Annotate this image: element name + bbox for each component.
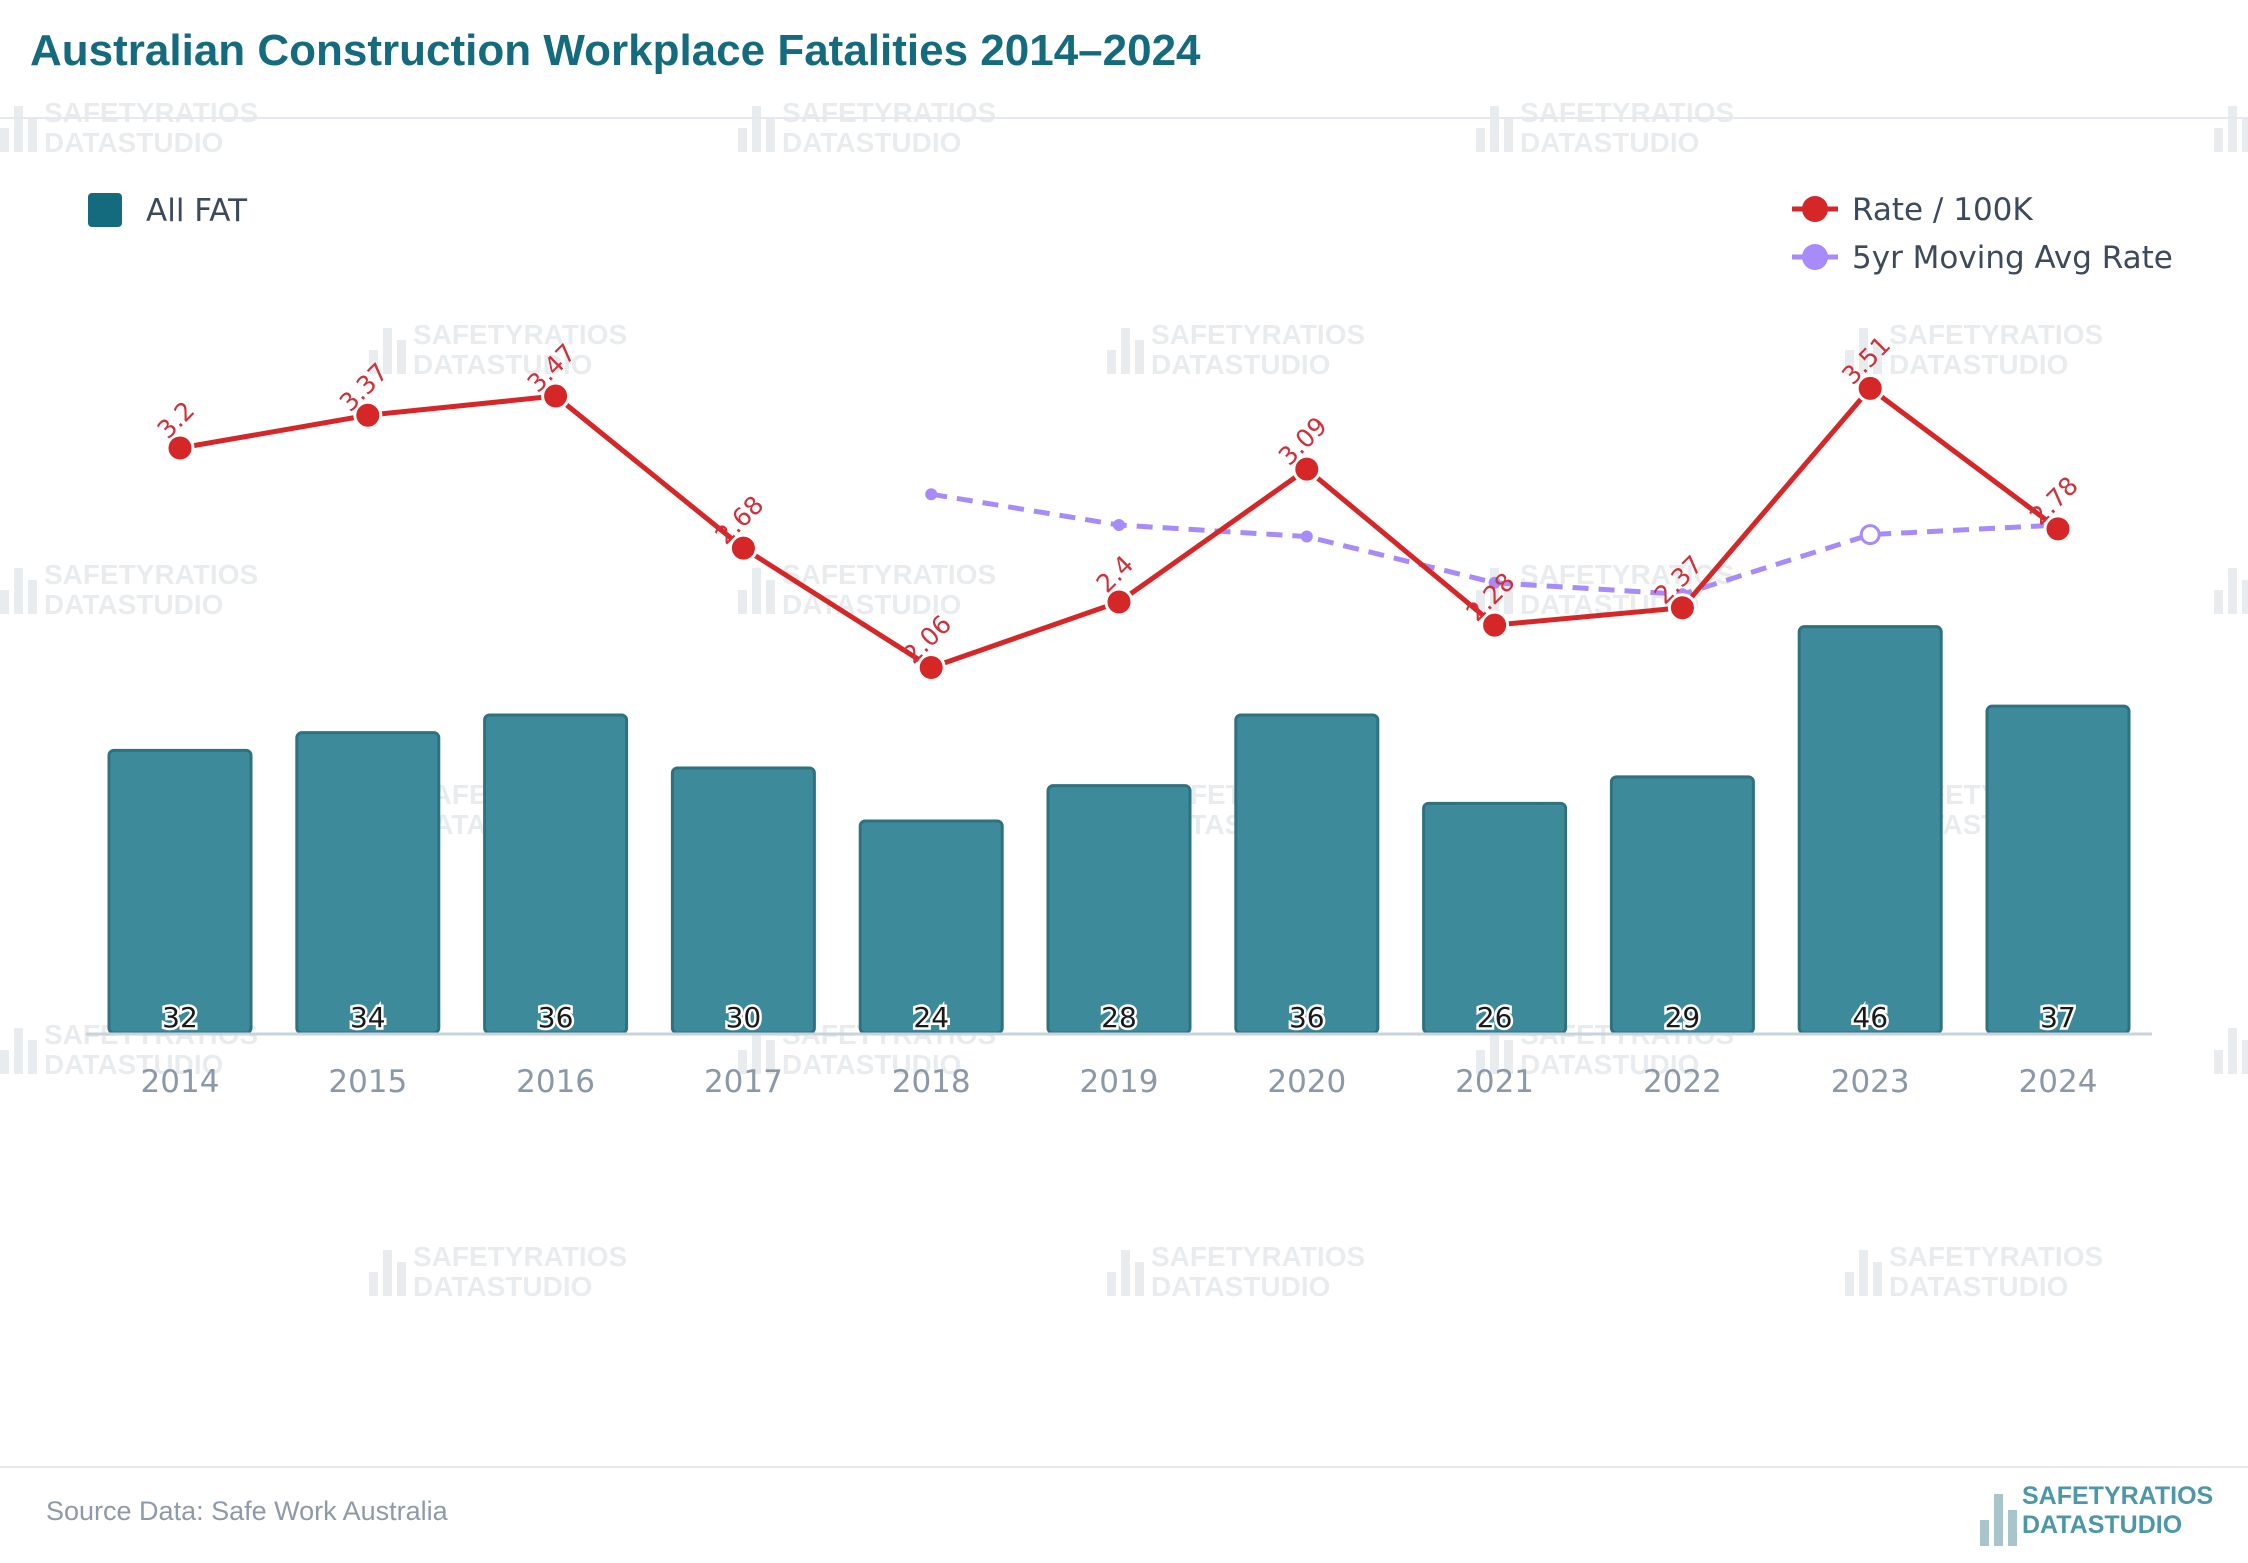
rate-point-2018 xyxy=(916,652,946,682)
chart-title: Australian Construction Workplace Fatali… xyxy=(30,26,1201,75)
header-divider xyxy=(0,117,2248,119)
rate-value-label-2014: 3.2 xyxy=(152,396,201,445)
legend-marker-rate xyxy=(1802,196,1828,222)
bar-2015 xyxy=(295,731,441,1035)
rate-point-2014 xyxy=(165,433,195,463)
legend: All FAT Rate / 100K 5yr Moving Avg Rate xyxy=(88,192,2173,276)
bar-value-label-2022: 29 xyxy=(1665,1001,1701,1034)
rate-point-2023 xyxy=(1855,373,1885,403)
x-tick-label-2020: 2020 xyxy=(1267,1064,1346,1100)
bar-value-label-2023: 46 xyxy=(1852,1001,1888,1034)
bar-series xyxy=(107,625,2131,1035)
bar-value-label-2020: 36 xyxy=(1289,1001,1325,1034)
footer-divider xyxy=(0,1466,2248,1468)
logo-bars-icon xyxy=(1980,1494,2020,1546)
legend-label-all-fat: All FAT xyxy=(146,193,248,229)
legend-marker-moving-avg xyxy=(1802,244,1828,270)
x-tick-label-2019: 2019 xyxy=(1080,1064,1159,1100)
bar-value-label-2024: 37 xyxy=(2040,1001,2076,1034)
bar-2021 xyxy=(1422,801,1568,1035)
rate-point-2016 xyxy=(541,381,571,411)
bar-value-label-2019: 28 xyxy=(1101,1001,1137,1034)
x-tick-label-2014: 2014 xyxy=(141,1064,220,1100)
rate-point-2017 xyxy=(728,533,758,563)
x-axis: 2014 2015 2016 2017 2018 2019 2020 2021 2022 2023… xyxy=(86,1032,2152,1100)
rate-point-2024 xyxy=(2043,514,2073,544)
x-tick-label-2023: 2023 xyxy=(1831,1064,1910,1100)
logo-line-2: DATASTUDIO xyxy=(2022,1511,2183,1539)
source-note: Source Data: Safe Work Australia xyxy=(46,1496,448,1526)
x-tick-label-2022: 2022 xyxy=(1643,1064,1722,1100)
bar-2014 xyxy=(107,748,253,1035)
moving-avg-point-2018 xyxy=(925,488,938,501)
x-tick-label-2024: 2024 xyxy=(2019,1064,2098,1100)
bar-2022 xyxy=(1609,775,1755,1035)
rate-series xyxy=(165,373,2073,682)
bar-value-label-2015: 34 xyxy=(350,1001,386,1034)
rate-point-2019 xyxy=(1104,587,1134,617)
logo-text: SAFETYRATIOS DATASTUDIO xyxy=(2022,1482,2242,1540)
bar-2024 xyxy=(1985,704,2131,1035)
x-tick-label-2016: 2016 xyxy=(516,1064,595,1100)
legend-label-moving-avg: 5yr Moving Avg Rate xyxy=(1852,240,2173,276)
bar-2020 xyxy=(1234,713,1380,1035)
bar-value-label-2018: 24 xyxy=(913,1001,949,1034)
bar-2016 xyxy=(483,713,629,1035)
bar-value-label-2021: 26 xyxy=(1477,1001,1513,1034)
moving-avg-point-2023 xyxy=(1859,524,1881,546)
logo-line-1: SAFETYRATIOS xyxy=(2022,1482,2214,1510)
legend-swatch-all-fat xyxy=(88,193,122,227)
moving-avg-point-2020 xyxy=(1300,530,1313,543)
rate-point-2021 xyxy=(1480,610,1510,640)
bar-2023 xyxy=(1797,625,1943,1035)
rate-point-2020 xyxy=(1292,454,1322,484)
x-tick-label-2017: 2017 xyxy=(704,1064,783,1100)
rate-point-2022 xyxy=(1667,593,1697,623)
bar-value-label-2014: 32 xyxy=(162,1001,198,1034)
rate-point-2015 xyxy=(353,400,383,430)
x-tick-label-2021: 2021 xyxy=(1455,1064,1534,1100)
brand-logo: SAFETYRATIOS DATASTUDIO xyxy=(1980,1480,2220,1552)
moving-avg-point-2019 xyxy=(1113,519,1125,531)
legend-label-rate: Rate / 100K xyxy=(1852,192,2033,228)
x-tick-label-2018: 2018 xyxy=(892,1064,971,1100)
bar-value-label-2017: 30 xyxy=(726,1001,762,1034)
bar-value-label-2016: 36 xyxy=(538,1001,574,1034)
moving-avg-point-2021 xyxy=(1488,576,1501,589)
bar-2017 xyxy=(670,766,816,1035)
bar-2019 xyxy=(1046,784,1192,1035)
x-tick-label-2015: 2015 xyxy=(328,1064,407,1100)
